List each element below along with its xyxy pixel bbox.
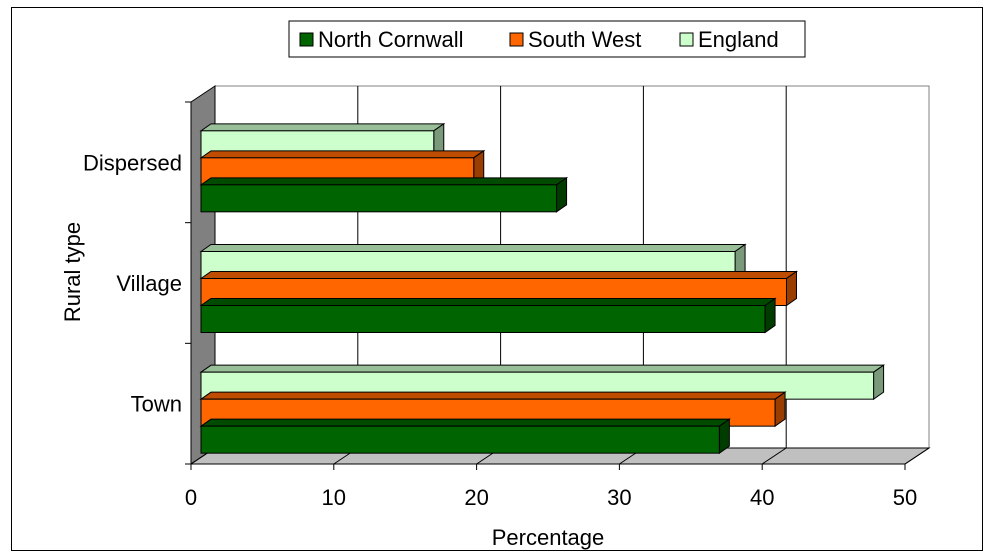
bar-village-south-west-top	[199, 271, 799, 279]
bar-village-north-cornwall-front	[200, 305, 766, 333]
bar-town-north-cornwall	[199, 418, 731, 455]
y-axis-title: Rural type	[60, 222, 85, 322]
bar-town-south-west-top	[199, 391, 787, 400]
bar-dispersed-north-cornwall-top	[199, 177, 569, 186]
x-tick-label-0: 0	[185, 485, 197, 510]
bars	[199, 122, 886, 455]
bar-village-north-cornwall	[199, 297, 777, 334]
x-tick-label-40: 40	[750, 485, 774, 510]
bar-dispersed-north-cornwall	[199, 176, 569, 213]
bar-village-north-cornwall-top	[199, 298, 777, 306]
legend-label-north-cornwall: North Cornwall	[318, 27, 464, 52]
bar-town-north-cornwall-top	[199, 418, 731, 427]
legend-swatch-south-west	[509, 32, 524, 47]
x-tick-label-50: 50	[893, 485, 917, 510]
legend: North Cornwall South West England	[288, 20, 806, 58]
bar-dispersed-north-cornwall-front	[200, 184, 558, 213]
y-tick-label-town: Town	[131, 392, 182, 417]
floor-line-40	[761, 447, 787, 465]
legend-swatch-north-cornwall	[299, 32, 314, 47]
bar-dispersed-south-west-top	[199, 150, 486, 159]
y-tick-label-village: Village	[116, 271, 182, 296]
x-tick-label-20: 20	[464, 485, 488, 510]
axes: 0 10 20 30 40 50 Town Village Dispersed	[83, 101, 917, 510]
legend-box	[288, 20, 806, 58]
floor-line-50	[904, 447, 930, 465]
legend-label-south-west: South West	[528, 27, 641, 52]
x-tick-label-10: 10	[322, 485, 346, 510]
legend-swatch-england	[679, 32, 694, 47]
y-tick-label-dispersed: Dispersed	[83, 150, 182, 175]
x-tick-label-30: 30	[607, 485, 631, 510]
legend-label-england: England	[698, 27, 779, 52]
bar-town-england-top	[199, 364, 886, 373]
bar-village-england-top	[199, 244, 747, 252]
bar-town-north-cornwall-front	[200, 425, 720, 454]
bar-dispersed-england-top	[199, 123, 446, 132]
x-axis-title: Percentage	[492, 525, 605, 550]
